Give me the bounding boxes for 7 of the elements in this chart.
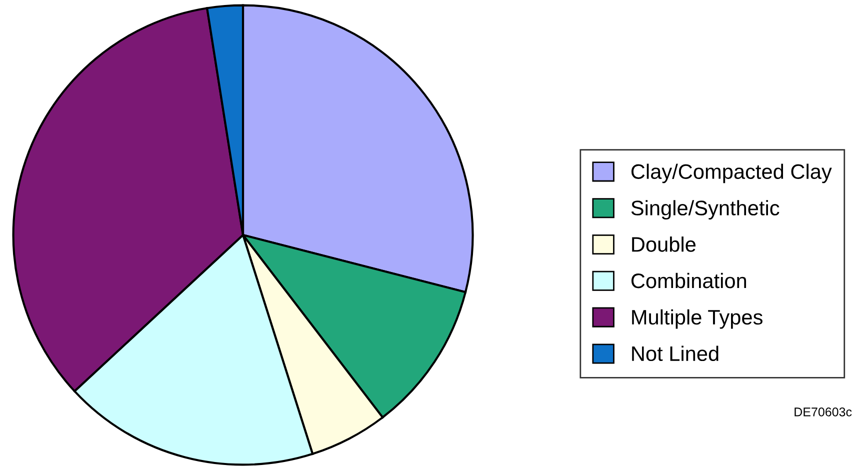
legend-label: Multiple Types [632,309,762,329]
legend-label: Double [632,236,696,252]
legend-label: Clay/Compacted Clay [631,164,832,184]
text: DE70603c [794,408,852,416]
legend-label: Not Lined [632,346,718,362]
legend-label: Combination [631,272,746,288]
legend-label: Single/Synthetic [631,200,780,220]
